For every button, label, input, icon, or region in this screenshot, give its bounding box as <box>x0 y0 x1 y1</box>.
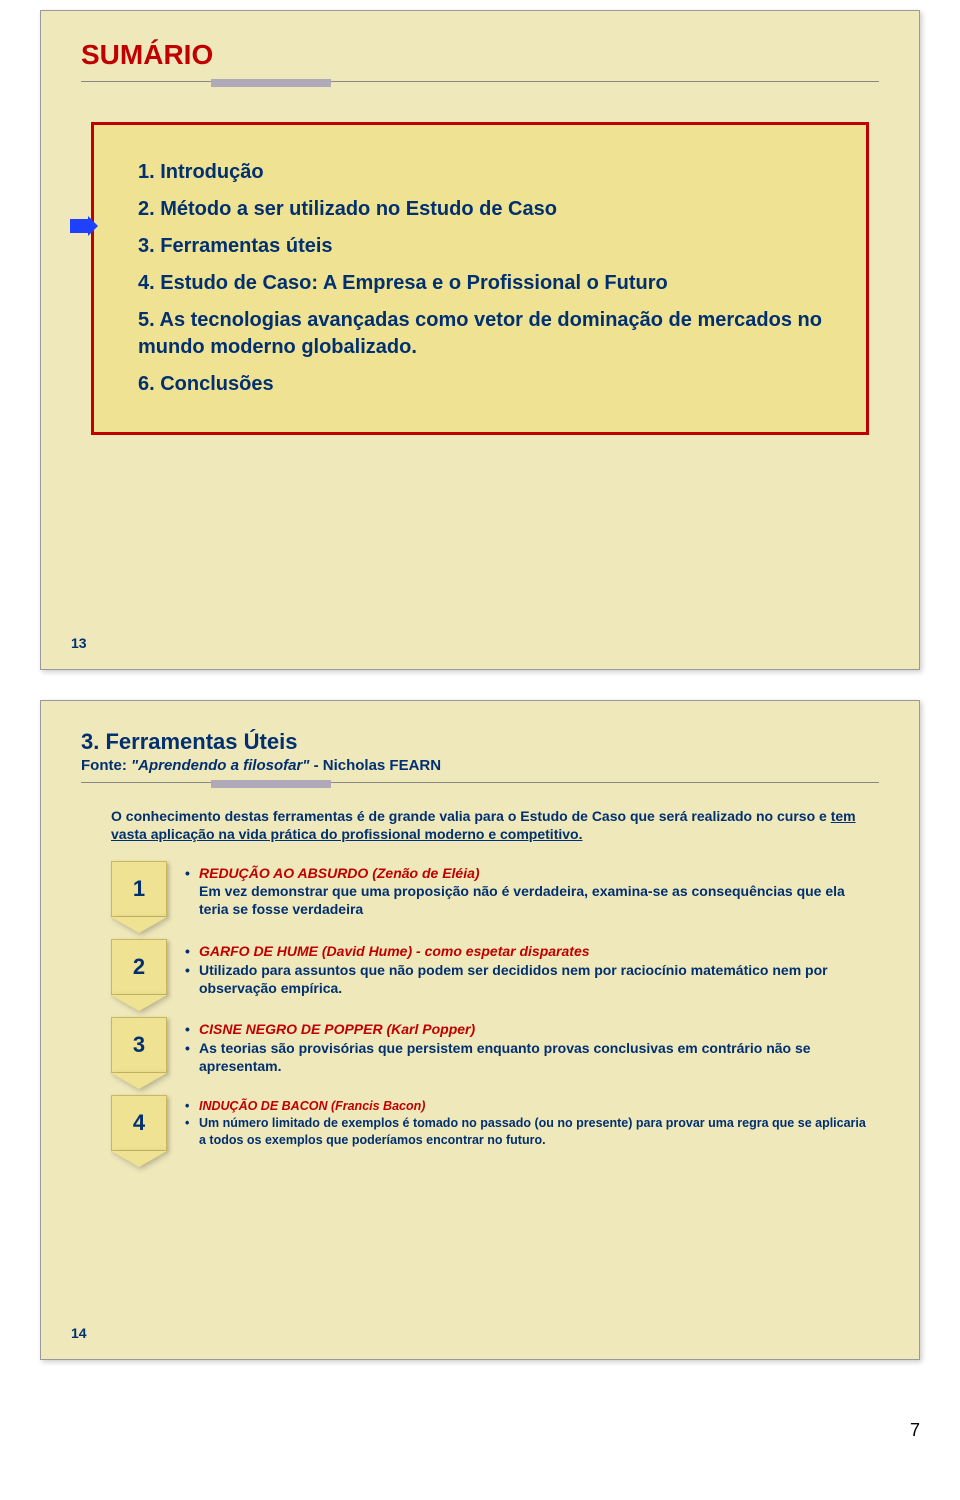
tool-title: INDUÇÃO DE BACON (Francis Bacon) <box>199 1099 425 1113</box>
slide-title: SUMÁRIO <box>81 39 879 71</box>
tool-text: GARFO DE HUME (David Hume) - como espeta… <box>185 939 869 1011</box>
chevron-icon: 3 <box>111 1017 167 1089</box>
summary-item: 3. Ferramentas úteis <box>138 233 838 260</box>
tool-number: 3 <box>111 1017 167 1073</box>
title-underline <box>81 79 879 87</box>
tool-number: 2 <box>111 939 167 995</box>
tool-body: Utilizado para assuntos que não podem se… <box>199 962 828 996</box>
tool-body: Um número limitado de exemplos é tomado … <box>199 1116 866 1146</box>
source-quote: "Aprendendo a filosofar" <box>131 757 309 774</box>
slide-source: Fonte: "Aprendendo a filosofar" - Nichol… <box>81 757 879 774</box>
tool-title: REDUÇÃO AO ABSURDO (Zenão de Eléia) <box>199 865 480 881</box>
document-page: SUMÁRIO 1. Introdução 2. Método a ser ut… <box>0 10 960 1441</box>
tool-text: INDUÇÃO DE BACON (Francis Bacon) Um núme… <box>185 1095 869 1167</box>
tool-row-1: 1 REDUÇÃO AO ABSURDO (Zenão de Eléia) Em… <box>111 861 869 933</box>
summary-item: 5. As tecnologias avançadas como vetor d… <box>138 307 838 361</box>
tool-body: As teorias são provisórias que persistem… <box>199 1040 811 1074</box>
intro-paragraph: O conhecimento destas ferramentas é de g… <box>111 808 869 843</box>
page-number: 7 <box>0 1420 920 1441</box>
summary-item: 1. Introdução <box>138 159 838 186</box>
tool-number: 1 <box>111 861 167 917</box>
chevron-icon: 2 <box>111 939 167 1011</box>
title-underline <box>81 780 879 788</box>
tool-title: CISNE NEGRO DE POPPER (Karl Popper) <box>199 1021 475 1037</box>
source-label: Fonte: <box>81 757 131 774</box>
slide-14: 3. Ferramentas Úteis Fonte: "Aprendendo … <box>40 700 920 1360</box>
summary-box: 1. Introdução 2. Método a ser utilizado … <box>91 122 869 435</box>
tool-number: 4 <box>111 1095 167 1151</box>
tool-body: Em vez demonstrar que uma proposição não… <box>199 883 845 917</box>
tool-title: GARFO DE HUME (David Hume) - como espeta… <box>199 943 590 959</box>
chevron-icon: 1 <box>111 861 167 933</box>
slide-13: SUMÁRIO 1. Introdução 2. Método a ser ut… <box>40 10 920 670</box>
tool-row-4: 4 INDUÇÃO DE BACON (Francis Bacon) Um nú… <box>111 1095 869 1167</box>
intro-text: O conhecimento destas ferramentas é de g… <box>111 808 831 824</box>
summary-item: 2. Método a ser utilizado no Estudo de C… <box>138 196 838 223</box>
slide-number: 13 <box>71 635 87 651</box>
tool-row-2: 2 GARFO DE HUME (David Hume) - como espe… <box>111 939 869 1011</box>
tool-text: REDUÇÃO AO ABSURDO (Zenão de Eléia) Em v… <box>185 861 869 933</box>
chevron-icon: 4 <box>111 1095 167 1167</box>
summary-list: 1. Introdução 2. Método a ser utilizado … <box>114 159 838 398</box>
summary-item: 4. Estudo de Caso: A Empresa e o Profiss… <box>138 270 838 297</box>
slide-number: 14 <box>71 1325 87 1341</box>
tool-row-3: 3 CISNE NEGRO DE POPPER (Karl Popper) As… <box>111 1017 869 1089</box>
source-author: - Nicholas FEARN <box>309 757 441 774</box>
summary-item: 6. Conclusões <box>138 371 838 398</box>
slide-heading: 3. Ferramentas Úteis <box>81 729 879 755</box>
tool-text: CISNE NEGRO DE POPPER (Karl Popper) As t… <box>185 1017 869 1089</box>
